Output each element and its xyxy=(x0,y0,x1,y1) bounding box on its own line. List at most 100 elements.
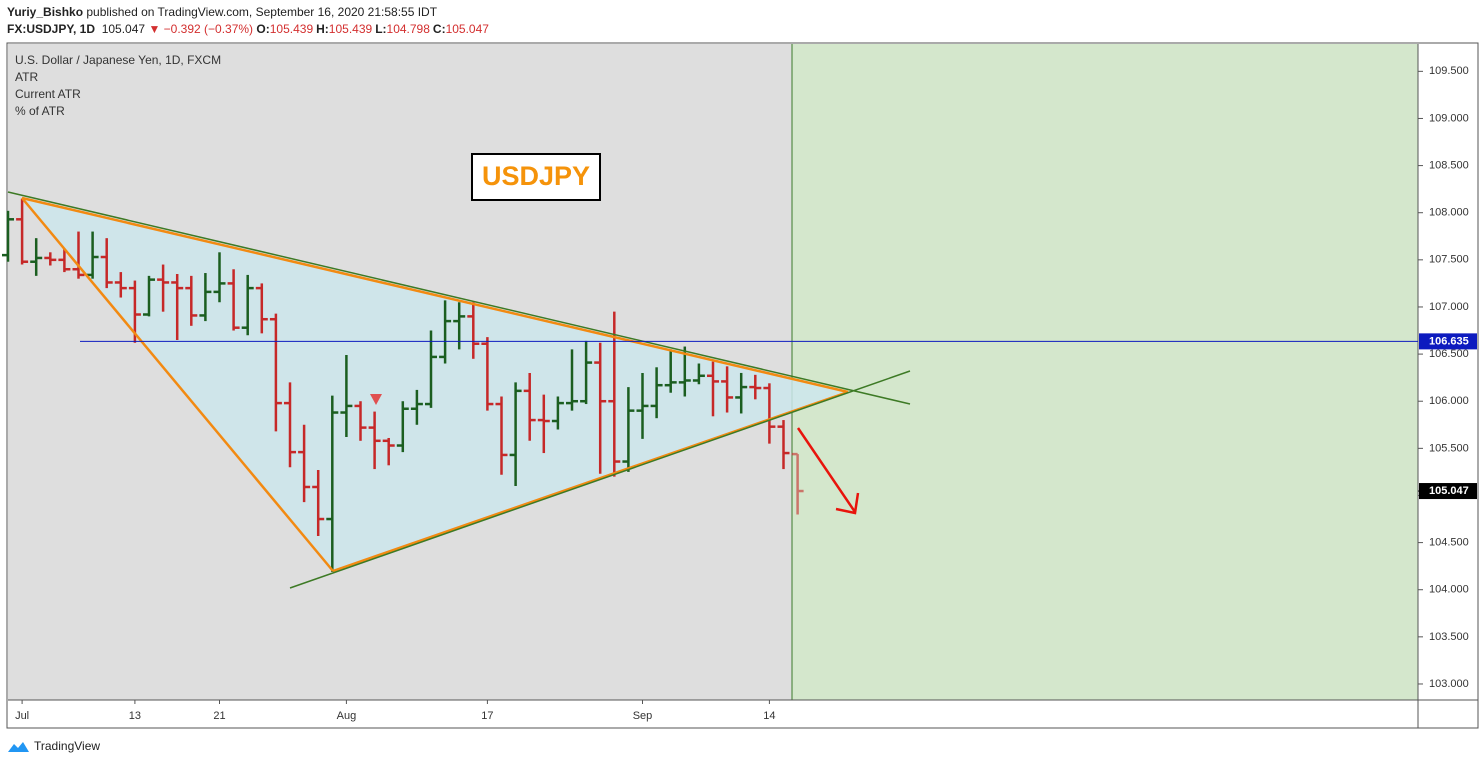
bar xyxy=(255,283,268,334)
bar xyxy=(481,337,494,411)
ohlc-label: O: xyxy=(256,22,270,36)
x-tick-label: Aug xyxy=(337,710,357,722)
y-tick-label: 109.500 xyxy=(1429,65,1469,77)
bar xyxy=(721,366,734,413)
ohlc-value: 104.798 xyxy=(386,22,430,36)
x-tick-label: 17 xyxy=(481,710,493,722)
symbol: FX:USDJPY, 1D xyxy=(7,22,96,36)
logo xyxy=(8,742,29,752)
h-line-badge xyxy=(1419,333,1477,350)
signal-marker xyxy=(370,394,382,405)
last: 105.047 xyxy=(101,22,146,36)
bar xyxy=(410,389,423,425)
publish-line: Yuriy_Bishko published on TradingView.co… xyxy=(7,4,492,21)
x-tick-label: Jul xyxy=(15,710,29,722)
bar xyxy=(509,382,522,487)
bar xyxy=(608,311,621,477)
trend-line xyxy=(332,390,849,573)
annotation-box xyxy=(471,153,601,201)
bar xyxy=(777,420,790,470)
drawings xyxy=(22,198,848,571)
triangle-fill xyxy=(22,198,848,571)
bar xyxy=(213,252,226,303)
header: Yuriy_Bishko published on TradingView.co… xyxy=(7,4,492,38)
ohlc-value: 105.439 xyxy=(328,22,373,36)
drawings-top: USDJPY xyxy=(7,153,911,589)
chart-title: U.S. Dollar / Japanese Yen, 1D, FXCM xyxy=(15,53,221,67)
trend-line xyxy=(7,191,911,405)
h-line-label: 106.635 xyxy=(1429,335,1469,347)
ohlc-label: C: xyxy=(432,22,446,36)
last-price-badge xyxy=(1419,483,1477,500)
zone xyxy=(792,44,1418,700)
y-tick-label: 107.000 xyxy=(1429,301,1469,313)
x-tick-label: 13 xyxy=(129,710,141,722)
ohlc: O:105.439 H:105.439 L:104.798 C:105.047 xyxy=(256,22,492,36)
indicator-label: Current ATR xyxy=(15,87,81,101)
bar xyxy=(594,342,607,474)
bar xyxy=(298,424,311,503)
bar xyxy=(735,372,748,414)
bar xyxy=(467,302,480,359)
ohlc-label: L: xyxy=(375,22,387,36)
bar xyxy=(199,273,212,322)
bar xyxy=(326,395,339,572)
last-price-label: 105.047 xyxy=(1429,485,1469,497)
y-tick-label: 108.500 xyxy=(1429,159,1469,171)
bar xyxy=(143,275,155,317)
bar xyxy=(16,198,29,265)
indicator-label: ATR xyxy=(15,70,38,84)
bar xyxy=(382,437,395,466)
y-tick-label: 106.500 xyxy=(1429,348,1469,360)
footer-brand: TradingView xyxy=(34,739,100,753)
bar xyxy=(495,396,508,475)
bar xyxy=(269,313,282,432)
bar xyxy=(763,383,776,444)
bar xyxy=(340,355,353,438)
y-tick-label: 104.000 xyxy=(1429,584,1469,596)
bar xyxy=(650,367,663,419)
trend-line xyxy=(21,197,334,572)
x-tick-label: Sep xyxy=(633,710,653,722)
bar xyxy=(354,401,367,441)
ohlc-value: 105.047 xyxy=(445,22,489,36)
bar xyxy=(749,374,762,400)
bar xyxy=(566,349,578,411)
bar xyxy=(622,387,635,472)
bar xyxy=(368,411,381,470)
bar xyxy=(692,363,705,385)
bar xyxy=(227,269,240,331)
y-tick-label: 104.500 xyxy=(1429,537,1469,549)
bar xyxy=(439,300,452,364)
bar xyxy=(171,273,184,340)
x-tick-label: 21 xyxy=(213,710,225,722)
bar xyxy=(312,470,325,536)
bar xyxy=(30,238,43,276)
y-tick-label: 103.000 xyxy=(1429,678,1469,690)
author: Yuriy_Bishko xyxy=(7,5,84,19)
x-tick-label: 14 xyxy=(763,710,775,722)
annotation: USDJPY xyxy=(482,161,590,191)
published: published on TradingView.com, September … xyxy=(86,5,438,19)
bar xyxy=(707,361,719,417)
y-tick-label: 106.000 xyxy=(1429,395,1469,407)
bar xyxy=(425,330,437,408)
arrow xyxy=(796,427,860,515)
symbol-line: FX:USDJPY, 1D 105.047 ▼ −0.392 (−0.37%) … xyxy=(7,21,492,38)
bar xyxy=(284,382,296,468)
bar xyxy=(157,264,170,312)
bar xyxy=(58,248,71,273)
bar xyxy=(100,238,113,289)
bar xyxy=(537,394,550,454)
indicator-label: % of ATR xyxy=(15,104,65,118)
bar xyxy=(185,275,198,326)
bar xyxy=(636,372,649,439)
y-tick-label: 107.500 xyxy=(1429,254,1469,266)
bar xyxy=(523,372,536,441)
bar xyxy=(2,210,14,262)
y-tick-label: 108.000 xyxy=(1429,207,1469,219)
bar xyxy=(580,340,593,405)
bar xyxy=(44,252,57,266)
